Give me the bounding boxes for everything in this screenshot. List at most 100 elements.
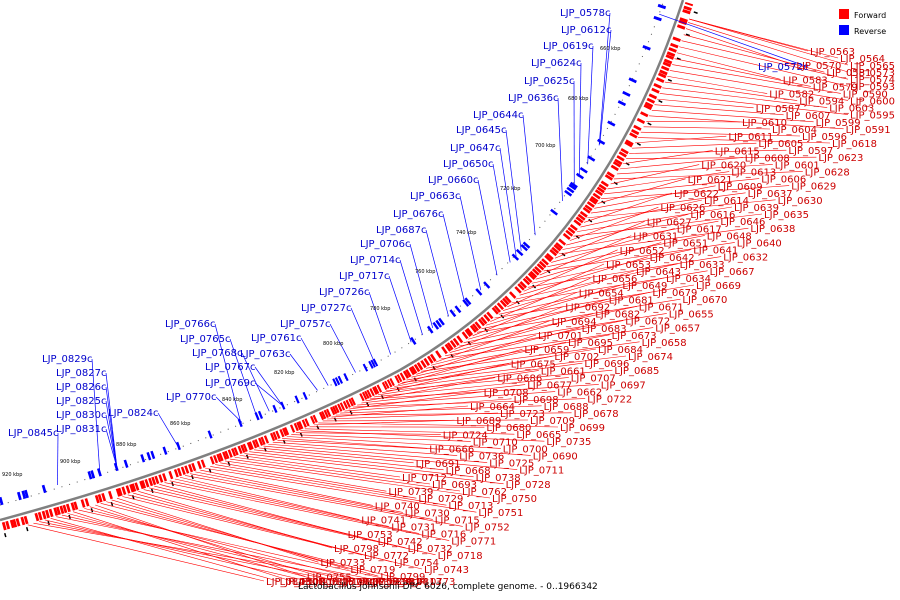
forward-gene-mark	[158, 474, 164, 483]
forward-leader-line	[73, 511, 292, 582]
forward-gene-label: LJP_0755	[307, 572, 352, 583]
forward-gene-mark	[350, 397, 356, 406]
forward-leader-line	[527, 256, 722, 288]
reverse-gene-label: LJP_0770c	[166, 392, 217, 403]
forward-gene-label: LJP_0682	[595, 310, 640, 321]
forward-gene-label: LJP_0664	[470, 402, 515, 413]
forward-gene-mark	[452, 337, 460, 346]
reverse-gene-mark	[432, 321, 440, 330]
forward-gene-mark	[449, 340, 457, 349]
forward-gene-mark	[660, 65, 670, 72]
forward-gene-label: LJP_0735	[546, 437, 591, 448]
reverse-gene-label: LJP_0766c	[165, 319, 216, 330]
reverse-gene-mark	[24, 489, 29, 499]
forward-gene-mark	[101, 492, 107, 502]
forward-leader-line	[485, 284, 621, 326]
forward-gene-mark	[339, 402, 346, 411]
forward-gene-label: LJP_0615	[715, 146, 760, 157]
forward-gene-label: LJP_0686	[497, 374, 542, 385]
forward-leader-line	[386, 369, 613, 392]
forward-leader-line	[224, 460, 491, 499]
forward-leader-line	[654, 104, 784, 116]
forward-gene-label: LJP_0722	[587, 395, 632, 406]
forward-gene-mark	[94, 494, 100, 504]
forward-gene-mark	[312, 414, 318, 423]
forward-leader-line	[44, 519, 308, 582]
reverse-gene-label: LJP_0660c	[428, 175, 479, 186]
forward-gene-label: LJP_0564	[840, 54, 885, 65]
forward-leader-line	[56, 516, 382, 582]
forward-gene-mark	[676, 24, 686, 30]
forward-gene-mark	[624, 141, 633, 148]
forward-leader-line	[426, 334, 610, 369]
reverse-gene-mark	[302, 391, 308, 401]
forward-gene-label: LJP_0689	[456, 416, 501, 427]
forward-leader-line	[195, 471, 403, 513]
forward-gene-mark	[531, 268, 540, 276]
gene-tick-mark	[658, 99, 663, 103]
forward-gene-mark	[643, 104, 652, 111]
forward-gene-mark	[662, 61, 672, 68]
forward-leader-line	[50, 518, 278, 582]
forward-gene-label: LJP_0698	[514, 395, 559, 406]
forward-gene-mark	[666, 51, 676, 57]
forward-gene-mark	[502, 297, 510, 306]
forward-gene-label: LJP_0678	[574, 409, 619, 420]
reverse-gene-label: LJP_0578c	[560, 8, 611, 19]
forward-gene-mark	[348, 398, 354, 407]
forward-gene-label: LJP_0774	[323, 577, 368, 588]
forward-leader-line	[597, 178, 686, 204]
forward-gene-mark	[293, 422, 299, 432]
forward-leader-line	[634, 135, 727, 144]
forward-gene-label: LJP_0710	[473, 437, 518, 448]
forward-gene-label: LJP_0651	[663, 239, 708, 250]
forward-gene-label: LJP_0680	[486, 423, 531, 434]
forward-leader-line	[604, 178, 760, 195]
forward-leader-line	[659, 93, 849, 115]
forward-leader-line	[78, 509, 395, 582]
reverse-gene-mark	[449, 309, 457, 318]
forward-gene-mark	[240, 444, 246, 453]
reverse-gene-mark	[622, 90, 631, 97]
forward-gene-mark	[321, 410, 327, 420]
forward-gene-label: LJP_0655	[669, 309, 714, 320]
forward-leader-line	[272, 441, 458, 456]
forward-gene-label: LJP_0677	[527, 381, 572, 392]
forward-leader-line	[539, 235, 632, 276]
reverse-gene-label: LJP_0765c	[180, 334, 231, 345]
forward-gene-mark	[456, 335, 464, 344]
reverse-leader-line	[368, 291, 392, 355]
forward-gene-label: LJP_0743	[424, 565, 469, 576]
forward-gene-mark	[588, 197, 598, 205]
forward-leader-line	[637, 137, 831, 144]
forward-gene-label: LJP_0626	[660, 203, 705, 214]
reverse-gene-mark	[426, 325, 434, 334]
forward-gene-mark	[427, 355, 434, 364]
forward-leader-line	[651, 110, 814, 123]
forward-gene-label: LJP_0712	[402, 473, 447, 484]
forward-gene-mark	[115, 488, 121, 497]
forward-gene-label: LJP_0605	[758, 139, 803, 150]
forward-gene-mark	[579, 210, 588, 218]
forward-gene-label: LJP_0715	[435, 515, 480, 526]
reverse-gene-mark	[0, 496, 4, 506]
forward-gene-label: LJP_0603	[829, 104, 874, 115]
forward-gene-mark	[522, 277, 531, 286]
reverse-leader-line	[659, 13, 809, 68]
reverse-gene-mark	[257, 410, 264, 420]
forward-gene-mark	[177, 467, 183, 477]
forward-gene-mark	[389, 378, 395, 387]
forward-gene-mark	[148, 477, 154, 487]
forward-leader-line	[164, 482, 450, 541]
forward-leader-line	[498, 277, 665, 315]
forward-gene-mark	[5, 520, 11, 530]
forward-gene-label: LJP_0639	[734, 203, 779, 214]
forward-leader-line	[344, 398, 512, 412]
reverse-gene-mark	[522, 241, 531, 249]
forward-leader-line	[543, 242, 735, 272]
forward-gene-label: LJP_0604	[772, 125, 817, 136]
forward-leader-line	[679, 46, 849, 87]
label-leader-lines	[27, 12, 849, 582]
forward-gene-mark	[562, 232, 571, 240]
